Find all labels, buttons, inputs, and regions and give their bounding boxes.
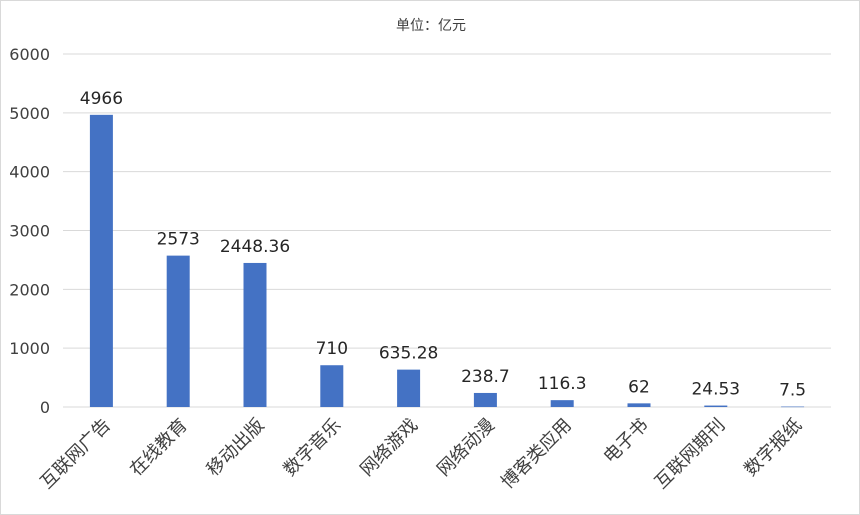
data-label: 238.7: [461, 367, 510, 387]
y-tick-label: 5000: [9, 104, 50, 123]
bar: [166, 255, 190, 407]
bar: [397, 369, 421, 407]
y-tick-label: 0: [40, 398, 50, 417]
data-label: 116.3: [538, 374, 587, 394]
x-tick-label: 网络动漫: [433, 415, 499, 481]
bar: [704, 405, 728, 407]
data-label: 62: [628, 377, 650, 397]
data-label: 710: [316, 339, 348, 359]
x-tick-label: 电子书: [600, 415, 653, 468]
bar: [781, 406, 805, 408]
y-tick-label: 6000: [9, 45, 50, 64]
x-tick-label: 博客类应用: [497, 415, 575, 493]
data-label: 24.53: [691, 380, 740, 400]
bar: [550, 400, 574, 407]
bar: [243, 262, 267, 407]
x-tick-label: 互联网期刊: [651, 415, 729, 493]
data-label: 635.28: [379, 344, 438, 364]
data-label: 7.5: [779, 381, 806, 401]
y-tick-label: 2000: [9, 280, 50, 299]
y-tick-label: 1000: [9, 339, 50, 358]
chart-unit-title: 单位：亿元: [396, 18, 466, 34]
x-tick-label: 数字音乐: [280, 415, 346, 481]
x-tick-label: 数字报纸: [740, 415, 806, 481]
x-tick-label: 互联网广告: [36, 415, 114, 493]
x-tick-label: 在线教育: [126, 415, 192, 481]
bar: [627, 403, 651, 407]
data-label: 2448.36: [220, 237, 290, 257]
y-tick-label: 3000: [9, 222, 50, 241]
bar: [89, 114, 113, 407]
y-tick-label: 4000: [9, 163, 50, 182]
data-label: 2573: [157, 230, 200, 250]
bar: [473, 392, 497, 407]
data-label: 4966: [80, 89, 123, 109]
x-tick-label: 移动出版: [203, 415, 269, 481]
x-tick-label: 网络游戏: [356, 415, 422, 481]
bar: [320, 365, 344, 407]
